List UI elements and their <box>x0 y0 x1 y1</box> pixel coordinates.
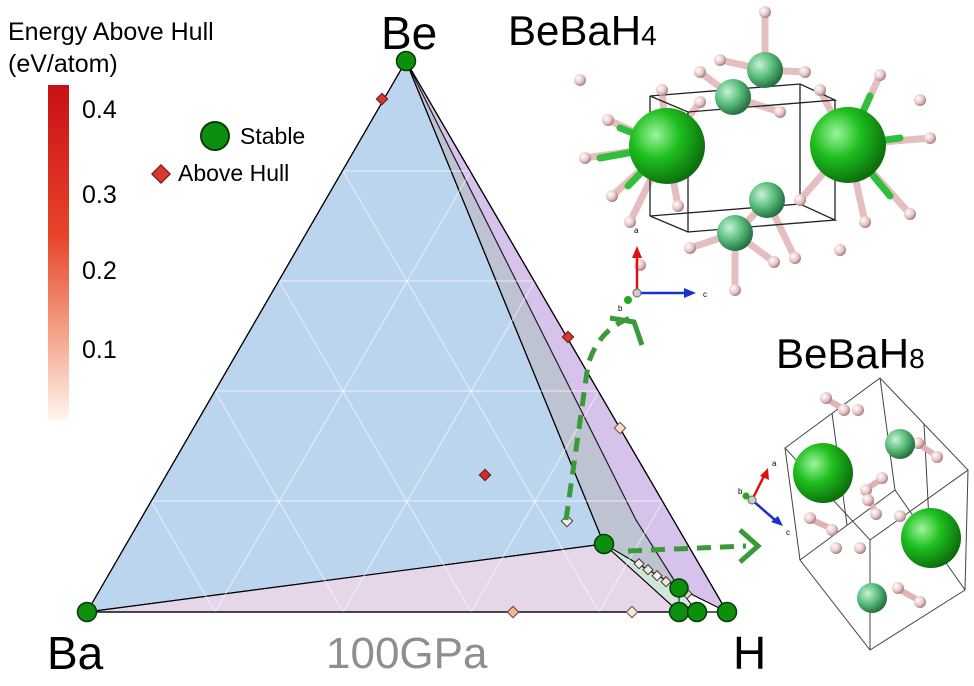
colorbar-tick: 0.1 <box>82 336 117 364</box>
formula-bebah8: BeBaH8 <box>776 333 925 375</box>
stable-points <box>76 50 738 623</box>
vertex-label-be: Be <box>381 7 438 59</box>
arrow-to-bebah8 <box>627 543 747 554</box>
above-hull-point <box>613 421 627 435</box>
legend-above-label: Above Hull <box>178 160 290 186</box>
stable-point-bebah4 <box>593 533 615 555</box>
stable-marker-icon <box>200 121 230 151</box>
above-hull-point <box>506 605 520 619</box>
axis-letter-a-8: a <box>772 459 777 468</box>
stable-point-ba <box>76 601 98 623</box>
formula-bebah8-base: BeBaH <box>776 330 910 377</box>
above-hull-point <box>375 92 389 106</box>
above-hull-point <box>625 605 639 619</box>
above-hull-point <box>633 558 645 570</box>
arrowhead-bebah8 <box>738 528 762 564</box>
axis-letter-c-8: c <box>786 528 790 537</box>
formula-bebah4-subscript: 4 <box>641 20 657 51</box>
axis-letter-c: c <box>703 290 707 299</box>
arrowhead-bebah4 <box>609 315 645 346</box>
above-hull-points <box>375 92 693 619</box>
vertex-label-ba: Ba <box>47 627 104 679</box>
colorbar-title-line2: (eV/atom) <box>8 50 118 78</box>
axes-triad-bebah8: a b c <box>738 459 790 537</box>
legend-stable-label: Stable <box>240 122 306 149</box>
colorbar-tick: 0.2 <box>82 257 117 285</box>
above-hull-point <box>478 468 492 482</box>
pressure-label: 100GPa <box>326 629 488 678</box>
axis-letter-a: a <box>634 226 639 235</box>
colorbar-title: Energy Above Hull (eV/atom) <box>8 16 214 80</box>
bebah8-structure <box>784 377 969 651</box>
above-hull-point <box>561 330 575 344</box>
axis-letter-b-8: b <box>738 487 743 496</box>
axes-triad-bebah4: a b c <box>618 226 707 313</box>
above-hull-point <box>642 564 654 576</box>
stable-point-h <box>716 601 738 623</box>
vertex-label-h: H <box>733 627 767 679</box>
above-hull-point <box>660 576 672 588</box>
legend-stable: Stable <box>200 121 305 151</box>
stable-point-be <box>395 50 417 72</box>
stable-point <box>669 578 689 598</box>
formula-bebah4: BeBaH4 <box>508 10 657 52</box>
axis-letter-b: b <box>618 304 623 313</box>
colorbar-gradient <box>48 85 69 420</box>
stable-point <box>668 601 690 623</box>
above-hull-marker-icon <box>151 163 171 184</box>
bebah4-structure <box>574 6 936 296</box>
above-hull-point <box>651 570 663 582</box>
colorbar-tick: 0.4 <box>82 96 117 124</box>
legend-above-hull: Above Hull <box>150 160 289 187</box>
colorbar-title-line1: Energy Above Hull <box>8 18 214 46</box>
formula-bebah8-subscript: 8 <box>909 343 925 374</box>
formula-bebah4-base: BeBaH <box>508 7 642 54</box>
stable-point <box>686 601 708 623</box>
colorbar-tick: 0.3 <box>82 181 117 209</box>
